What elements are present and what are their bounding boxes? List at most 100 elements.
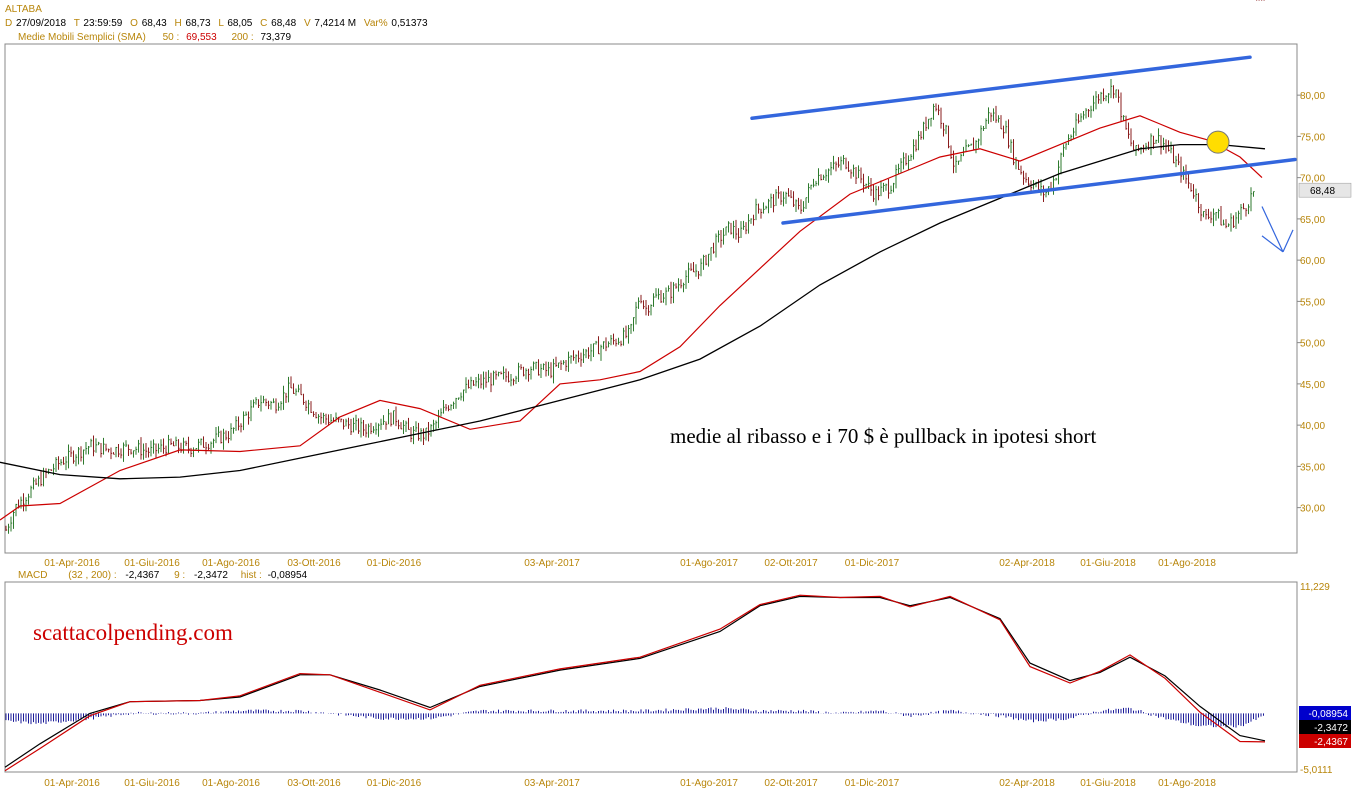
volume-prefix: V: [304, 18, 311, 29]
trendlines: [750, 55, 1297, 225]
hist-label: hist :: [241, 570, 262, 581]
hist-value-flag: [1299, 706, 1351, 720]
price-y-tick-label: 40,00: [1300, 421, 1325, 432]
price-panel-frame: [4, 43, 1298, 554]
price-x-tick-label: 01-Apr-2016: [44, 558, 100, 569]
lower-trendline: [781, 157, 1297, 225]
upper-trendline: [750, 55, 1252, 120]
macd-value: -2,4367: [125, 570, 159, 581]
macd-x-tick-label: 01-Apr-2016: [44, 778, 100, 789]
signal-value-flag: [1299, 720, 1351, 734]
close-prefix: C: [260, 18, 267, 29]
macd-lines: [4, 594, 1266, 772]
symbol-label: ALTABA: [5, 4, 42, 15]
macd-y-axis: 11,229 -5,0111: [1300, 582, 1333, 776]
sma200-line: [0, 143, 1266, 480]
macd-x-axis: 01-Apr-2016 01-Giu-2016 01-Ago-2016 03-Ott-…: [44, 778, 1216, 789]
crossover-marker: [1206, 130, 1230, 154]
price-y-tick-label: 45,00: [1300, 380, 1325, 391]
last-price-label: 68,48: [1310, 186, 1335, 197]
signal-value-flag-label: -2,3472: [1314, 723, 1348, 734]
signal-value: -2,3472: [194, 570, 228, 581]
price-y-tick-label: 65,00: [1300, 215, 1325, 226]
down-arrow-head-right: [1282, 229, 1294, 253]
price-x-tick-label: 01-Giu-2018: [1080, 558, 1136, 569]
sma-fast-param: 50 :: [163, 32, 180, 43]
macd-histogram: [5, 707, 1264, 728]
sma50-line: [0, 115, 1263, 521]
macd-params: (32 , 200) :: [68, 570, 116, 581]
macd-line: [4, 594, 1266, 772]
price-x-tick-label: 03-Apr-2017: [524, 558, 580, 569]
watermark-text: scattacolpending.com: [33, 620, 233, 645]
price-y-axis: 30,00 35,00 40,00 45,00 50,00 55,00 60,00 65,00…: [1297, 91, 1325, 515]
var-prefix: Var%: [364, 18, 388, 29]
price-y-tick-label: 70,00: [1300, 174, 1325, 185]
price-x-tick-label: 01-Ago-2018: [1158, 558, 1216, 569]
volume-value: 7,4214 M: [314, 18, 356, 29]
open-prefix: O: [130, 18, 138, 29]
low-prefix: L: [218, 18, 224, 29]
macd-y-tick-label: 11,229: [1300, 582, 1330, 593]
macd-value-flag: [1299, 734, 1351, 748]
chart-header: ALTABA D 27/09/2018 T 23:59:59 O 68,43 H…: [5, 4, 428, 43]
macd-panel-frame: [4, 581, 1298, 773]
price-x-tick-label: 02-Apr-2018: [999, 558, 1055, 569]
macd-x-tick-label: 01-Giu-2018: [1080, 778, 1136, 789]
high-value: 68,73: [186, 18, 211, 29]
macd-value-flags: -0,08954 -2,3472 -2,4367: [1299, 706, 1351, 748]
time-value: 23:59:59: [83, 18, 122, 29]
signal-line: [4, 595, 1266, 768]
macd-x-tick-label: 01-Ago-2016: [202, 778, 260, 789]
date-value: 27/09/2018: [16, 18, 66, 29]
ohlc-line: D 27/09/2018 T 23:59:59 O 68,43 H 68,73 …: [5, 18, 428, 29]
down-arrow-shaft: [1261, 206, 1284, 253]
high-prefix: H: [175, 18, 182, 29]
chart-overlays: 68,48: [1206, 130, 1352, 253]
price-y-tick-label: 30,00: [1300, 504, 1325, 515]
macd-x-tick-label: 01-Dic-2017: [845, 778, 900, 789]
macd-x-tick-label: 02-Apr-2018: [999, 778, 1055, 789]
sma-label: Medie Mobili Semplici (SMA): [18, 32, 146, 43]
sma-fast-value: 69,553: [186, 32, 217, 43]
macd-x-tick-label: 01-Ago-2017: [680, 778, 738, 789]
macd-label: MACD: [18, 570, 47, 581]
hist-value: -0,08954: [268, 570, 308, 581]
sma-lines: [0, 115, 1266, 521]
price-x-tick-label: 03-Ott-2016: [287, 558, 341, 569]
macd-header: MACD (32 , 200) : -2,4367 9 : -2,3472 hi…: [18, 570, 308, 581]
time-prefix: T: [74, 18, 80, 29]
date-prefix: D: [5, 18, 12, 29]
price-x-tick-label: 01-Ago-2017: [680, 558, 738, 569]
macd-x-tick-label: 01-Ago-2018: [1158, 778, 1216, 789]
price-y-tick-label: 50,00: [1300, 339, 1325, 350]
macd-x-tick-label: 01-Dic-2016: [367, 778, 422, 789]
price-y-tick-label: 55,00: [1300, 297, 1325, 308]
price-y-tick-label: 75,00: [1300, 132, 1325, 143]
macd-x-tick-label: 03-Apr-2017: [524, 778, 580, 789]
price-x-tick-label: 01-Giu-2016: [124, 558, 180, 569]
sma-slow-param: 200 :: [231, 32, 253, 43]
sma-slow-value: 73,379: [260, 32, 291, 43]
close-value: 68,48: [271, 18, 296, 29]
macd-x-tick-label: 03-Ott-2016: [287, 778, 341, 789]
annotation-text: medie al ribasso e i 70 $ è pullback in …: [670, 424, 1096, 448]
price-y-tick-label: 60,00: [1300, 256, 1325, 267]
candlestick-series: [5, 0, 1265, 534]
price-x-tick-label: 01-Dic-2017: [845, 558, 900, 569]
macd-value-flag-label: -2,4367: [1314, 737, 1348, 748]
price-x-axis: 01-Apr-2016 01-Giu-2016 01-Ago-2016 03-Ott-…: [44, 558, 1216, 569]
var-value: 0,51373: [391, 18, 428, 29]
macd-y-tick-label: -5,0111: [1300, 765, 1333, 776]
macd-x-tick-label: 02-Ott-2017: [764, 778, 818, 789]
sma-line: Medie Mobili Semplici (SMA) 50 : 69,553 …: [18, 32, 291, 43]
price-y-tick-label: 80,00: [1300, 91, 1325, 102]
price-x-tick-label: 01-Ago-2016: [202, 558, 260, 569]
last-price-flag: [1298, 182, 1352, 198]
price-x-tick-label: 01-Dic-2016: [367, 558, 422, 569]
low-value: 68,05: [227, 18, 252, 29]
down-arrow-head-left: [1261, 235, 1284, 253]
price-x-tick-label: 02-Ott-2017: [764, 558, 818, 569]
hist-value-flag-label: -0,08954: [1309, 709, 1349, 720]
